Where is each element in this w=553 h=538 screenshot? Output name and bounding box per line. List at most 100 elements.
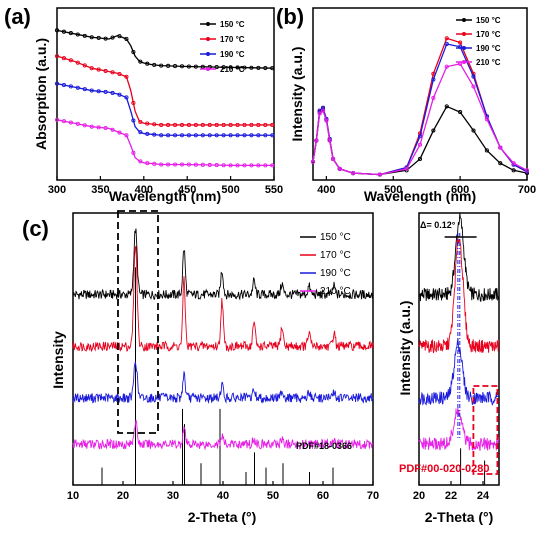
panel-a-series-line bbox=[56, 119, 274, 167]
panel-a-data-point bbox=[242, 122, 247, 128]
panel-a-chart: 300 350 400 450 500 550 150 °C 170 °C 190 °C 210… bbox=[33, 7, 283, 204]
panel-a-legend-marker bbox=[206, 67, 210, 71]
panel-a-data-point bbox=[235, 65, 240, 70]
panel-a-data-point bbox=[152, 62, 157, 67]
panel-a-data-point bbox=[89, 66, 94, 71]
panel-a-data-point bbox=[152, 122, 157, 127]
panel-a-data-point bbox=[159, 63, 164, 68]
panel-b-data-point bbox=[511, 168, 516, 173]
panel-a-data-point bbox=[263, 163, 268, 168]
panel-a-data-point bbox=[263, 122, 268, 128]
panel-a-data-point bbox=[145, 61, 150, 66]
panel-a-data-point bbox=[124, 74, 129, 79]
panel-a-data-point bbox=[110, 127, 115, 132]
panel-a-data-point bbox=[179, 64, 185, 69]
panel-letter-a: (a) bbox=[4, 4, 31, 29]
panel-b-data-point bbox=[431, 128, 436, 133]
panel-a-data-point bbox=[117, 130, 122, 135]
panel-a-data-point bbox=[138, 159, 143, 164]
panel-c-inset-series-line bbox=[418, 237, 500, 354]
panel-letter-b: (b) bbox=[276, 4, 304, 29]
panel-c-series-line bbox=[72, 361, 374, 404]
panel-a-data-point bbox=[193, 133, 198, 138]
panel-a-data-point bbox=[179, 122, 185, 128]
panel-c-xtick-label: 20 bbox=[117, 490, 129, 502]
panel-b-ylabel: Intensity (a.u.) bbox=[289, 47, 305, 142]
panel-c-legend-label: 170 °C bbox=[320, 250, 351, 261]
panel-a-data-point bbox=[117, 92, 122, 97]
panel-b-data-point bbox=[324, 118, 329, 123]
panel-a-data-point bbox=[124, 133, 129, 138]
panel-a-data-point bbox=[249, 122, 254, 128]
panel-a-legend-label: 190 °C bbox=[220, 50, 245, 59]
panel-a-legend-label: 150 °C bbox=[220, 20, 245, 29]
panel-a-data-point bbox=[131, 49, 136, 55]
panel-b-xtick-label: 700 bbox=[518, 184, 536, 196]
panel-b-data-point bbox=[310, 159, 316, 164]
panel-b-xtick-label: 400 bbox=[317, 184, 335, 196]
panel-b-data-point bbox=[337, 166, 342, 171]
panel-a-data-point bbox=[82, 87, 87, 92]
panel-a-data-point bbox=[172, 64, 178, 69]
panel-b-frame bbox=[312, 7, 528, 181]
panel-a-legend-label: 210 °C bbox=[220, 65, 245, 74]
panel-a-xtick-label: 350 bbox=[91, 184, 109, 196]
panel-c-series-line bbox=[72, 228, 374, 301]
panel-a-data-point bbox=[235, 122, 240, 128]
panel-a-data-point bbox=[145, 121, 150, 126]
panel-b-data-point bbox=[431, 77, 436, 82]
panel-a-data-point bbox=[186, 122, 191, 128]
panel-a-data-point bbox=[179, 133, 185, 138]
panel-a-data-point bbox=[68, 58, 73, 63]
panel-b-data-point bbox=[498, 161, 503, 166]
panel-b-data-point bbox=[431, 95, 436, 100]
panel-a-data-point bbox=[110, 35, 115, 40]
panel-b-data-point bbox=[444, 41, 449, 46]
panel-a-data-point bbox=[138, 130, 143, 135]
panel-b-data-point bbox=[320, 108, 326, 113]
panel-b-data-point bbox=[458, 110, 463, 115]
panel-a-data-point bbox=[193, 122, 198, 128]
panel-a-data-point bbox=[152, 132, 157, 137]
panel-a-data-point bbox=[228, 65, 233, 70]
panel-b-data-point bbox=[471, 84, 476, 89]
panel-a-data-point bbox=[186, 162, 191, 167]
panel-a-data-point bbox=[200, 122, 205, 128]
panel-a-data-point bbox=[68, 120, 73, 125]
panel-b-data-point bbox=[327, 138, 332, 143]
panel-a-data-point bbox=[103, 89, 108, 94]
panel-b-legend-label: 170 °C bbox=[476, 30, 501, 39]
panel-b-data-point bbox=[317, 111, 322, 116]
panel-a-data-point bbox=[61, 119, 66, 124]
panel-a-data-point bbox=[172, 122, 178, 128]
panel-c-series-line bbox=[72, 419, 374, 451]
panel-a-data-point bbox=[207, 133, 212, 138]
panel-a-data-point bbox=[249, 133, 254, 138]
panel-a-data-point bbox=[61, 56, 66, 61]
panel-c-ylabel: Intensity bbox=[50, 331, 66, 389]
highlight-dashed-box bbox=[117, 210, 159, 434]
panel-a-data-point bbox=[214, 65, 219, 70]
panel-c-inset-xtick-label: 22 bbox=[445, 490, 457, 502]
panel-a-legend-label: 170 °C bbox=[220, 35, 245, 44]
panel-a-data-point bbox=[124, 95, 129, 100]
panel-b-data-point bbox=[484, 117, 489, 122]
panel-b-data-point bbox=[511, 161, 516, 166]
panel-a-data-point bbox=[242, 65, 247, 70]
panel-a-data-point bbox=[138, 59, 143, 64]
panel-a-data-point bbox=[221, 133, 226, 138]
panel-c-inset-ylabel: Intensity (a.u.) bbox=[397, 301, 413, 396]
panel-a-data-point bbox=[166, 63, 171, 68]
panel-a-data-point bbox=[89, 124, 94, 129]
panel-b-data-point bbox=[417, 142, 423, 147]
panel-b-data-point bbox=[484, 148, 489, 153]
panel-a-data-point bbox=[131, 118, 136, 123]
panel-c-xtick-label: 30 bbox=[167, 490, 179, 502]
panel-a-data-point bbox=[152, 161, 157, 166]
panel-b-chart: 400 500 600 700 150 °C 170 °C 190 °C 210 °C Wa… bbox=[289, 7, 536, 204]
panel-a-data-point bbox=[256, 133, 261, 138]
panel-b-data-point bbox=[404, 166, 409, 171]
panel-a-data-point bbox=[75, 32, 80, 37]
panel-a-data-point bbox=[96, 35, 101, 40]
panel-a-data-point bbox=[235, 133, 240, 138]
